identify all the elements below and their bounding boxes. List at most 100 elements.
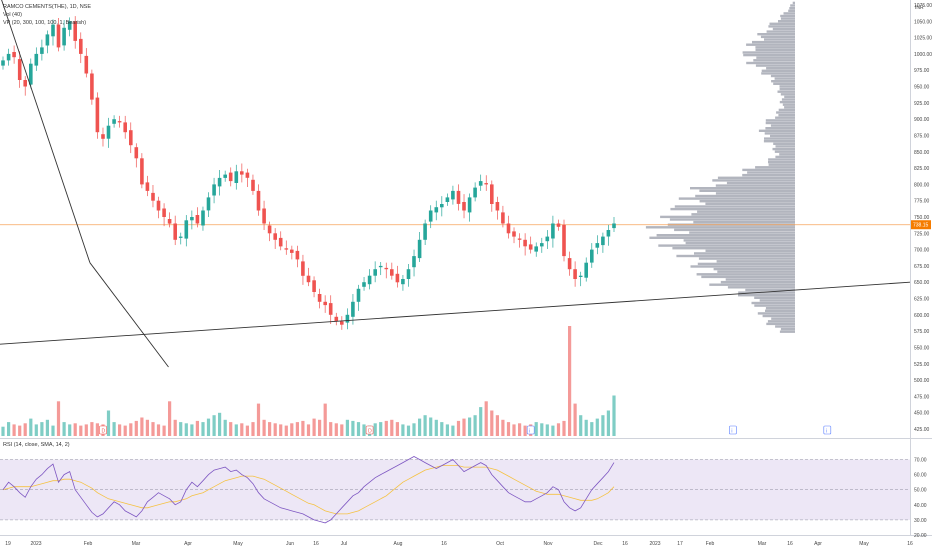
volume-bar	[123, 425, 127, 436]
rsi-tick: 50.00	[914, 488, 927, 494]
volume-bar	[362, 424, 366, 436]
volume-bar	[156, 424, 161, 436]
vp-bar	[697, 210, 795, 213]
volume-bar	[73, 423, 77, 436]
vp-bar	[698, 257, 795, 260]
vp-bar	[788, 9, 795, 12]
trendline[interactable]	[0, 0, 91, 263]
time-tick: Dec	[594, 541, 603, 547]
price-tick: 925.00	[914, 101, 930, 107]
volume-bar	[118, 424, 122, 436]
vp-legend[interactable]: VP (20, 300, 100, 100, 1, Bearish)	[3, 20, 86, 26]
volume-bar	[579, 415, 583, 436]
price-tick: 475.00	[914, 394, 930, 400]
candle	[478, 174, 483, 191]
vp-bar	[775, 145, 795, 148]
dividend-marker[interactable]: D	[99, 425, 107, 435]
candle	[390, 262, 394, 280]
info-marker[interactable]: i	[823, 425, 832, 435]
rsi-axis[interactable]: 70.00 60.00 50.00 40.00 30.00 20.00	[914, 458, 927, 540]
volume-bar	[206, 418, 211, 436]
candle	[262, 200, 266, 231]
candle	[295, 245, 300, 268]
time-tick: 19	[5, 541, 11, 547]
vp-bar	[678, 197, 795, 200]
time-tick: Aug	[394, 541, 403, 547]
vp-bar	[701, 275, 795, 279]
vp-bar	[762, 314, 795, 318]
vp-bar	[742, 168, 795, 172]
vp-bar	[738, 294, 795, 297]
candle	[490, 180, 494, 212]
volume-legend[interactable]: Vol (40)	[3, 12, 22, 18]
time-axis[interactable]: 19 2023 Feb Mar Apr May Jun 16 Jul Aug 16 Oct Nov Dec…	[5, 541, 913, 547]
volume-bar	[490, 410, 494, 436]
candle	[256, 184, 261, 216]
vp-bar	[770, 134, 795, 138]
time-tick: 16	[787, 541, 793, 547]
vp-bar	[776, 111, 795, 114]
info-marker[interactable]: i	[729, 425, 737, 435]
candle	[129, 122, 133, 154]
candle	[323, 295, 327, 313]
time-tick: Mar	[758, 541, 767, 547]
rsi-pane[interactable]	[0, 456, 910, 524]
volume-bar	[40, 422, 44, 436]
vp-bar	[696, 273, 795, 276]
candle	[423, 219, 427, 246]
volume-bar	[462, 418, 466, 436]
rsi-legend[interactable]: RSI (14, close, SMA, 14, 2)	[3, 442, 70, 448]
vp-bar	[755, 64, 795, 67]
price-tick: 725.00	[914, 231, 930, 237]
candle	[112, 115, 116, 128]
price-axis[interactable]: 1075.00 1050.00 1025.00 1000.00 975.00 950.00…	[914, 3, 932, 433]
volume-bar	[334, 423, 338, 436]
vp-bar	[743, 53, 795, 57]
candle	[17, 51, 22, 88]
vp-bar	[683, 239, 795, 242]
candle	[123, 115, 127, 139]
chart-title[interactable]: RAMCO CEMENTS(THE), 1D, NSE	[3, 4, 91, 10]
volume-bar	[279, 424, 283, 436]
volume-bar	[62, 422, 66, 436]
volume-bar	[251, 422, 255, 436]
price-tick: 1050.00	[914, 19, 932, 25]
trendline[interactable]	[0, 281, 911, 345]
volume-bar	[134, 420, 138, 436]
volume-bar	[273, 423, 277, 436]
volume-bar	[606, 410, 610, 436]
vp-bar	[674, 205, 795, 208]
vp-bar	[757, 33, 795, 36]
volume-bar	[90, 422, 94, 436]
volume-bar	[406, 425, 411, 436]
price-tick: 850.00	[914, 150, 930, 156]
volume-bar	[501, 419, 505, 436]
price-tick: 700.00	[914, 248, 930, 254]
vp-bar	[754, 296, 795, 299]
vp-bar	[771, 80, 795, 83]
vp-bar	[774, 150, 795, 153]
vp-bar	[746, 43, 795, 46]
info-marker[interactable]: i	[526, 425, 535, 435]
candle	[373, 261, 377, 283]
trendline[interactable]	[89, 262, 169, 368]
candle	[173, 215, 177, 246]
rsi-line	[2, 456, 615, 524]
candle	[590, 243, 594, 268]
vp-bar	[778, 113, 795, 117]
vp-bar	[770, 124, 795, 127]
volume-bar	[295, 422, 299, 436]
candle	[417, 232, 422, 263]
candle	[551, 215, 555, 248]
time-tick: 2023	[30, 541, 41, 547]
volume-bar	[584, 419, 588, 436]
candle	[184, 215, 189, 247]
vp-bar	[780, 93, 795, 96]
volume-bar	[140, 417, 144, 436]
vp-bar	[765, 309, 795, 312]
trendlines[interactable]	[0, 0, 911, 368]
dividend-marker[interactable]: D	[365, 425, 374, 435]
